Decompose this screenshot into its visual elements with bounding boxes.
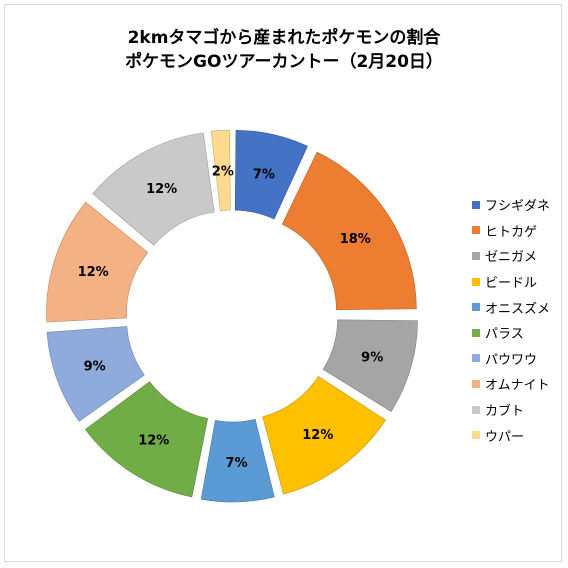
slice-label-4: 7% (226, 456, 248, 471)
legend-label: フシギダネ (485, 199, 551, 215)
legend-item: ヒトカゲ (472, 218, 550, 244)
slice-label-6: 9% (84, 359, 106, 374)
slice-3 (262, 375, 386, 495)
legend-swatch (472, 200, 480, 209)
legend-item: オニスズメ (472, 294, 550, 320)
chart-title-line-2: ポケモンGOツアーカントー（2月20日） (125, 52, 443, 72)
legend-item: ビードル (472, 269, 550, 295)
legend-swatch (472, 405, 480, 414)
legend-item: フシギダネ (472, 192, 550, 218)
slice-8 (92, 132, 215, 246)
slice-label-7: 12% (78, 265, 109, 280)
legend-item: カブト (472, 397, 550, 423)
legend-label: オムナイト (485, 378, 550, 394)
slice-label-3: 12% (302, 428, 333, 443)
legend-label: パウワウ (485, 352, 538, 368)
legend-swatch (472, 354, 480, 363)
slice-1 (281, 151, 417, 310)
legend-swatch (472, 328, 480, 337)
legend-swatch (472, 431, 480, 440)
slice-4 (200, 418, 275, 503)
chart-frame (4, 4, 562, 562)
slice-label-5: 12% (138, 433, 169, 448)
legend-label: カブト (485, 404, 525, 420)
legend-label: ウパー (485, 429, 525, 445)
legend-label: オニスズメ (485, 301, 551, 317)
slice-label-8: 12% (146, 182, 177, 197)
slice-label-0: 7% (253, 168, 275, 183)
slice-6 (46, 326, 145, 422)
legend-swatch (472, 277, 480, 286)
chart-title: 2kmタマゴから産まれたポケモンの割合 ポケモンGOツアーカントー（2月20日） (0, 26, 568, 74)
slice-label-1: 18% (340, 232, 371, 247)
legend: フシギダネヒトカゲゼニガメビードルオニスズメパラスパウワウオムナイトカブトウパー (472, 192, 550, 448)
slice-9 (210, 129, 231, 211)
legend-label: ヒトカゲ (485, 224, 538, 240)
legend-swatch (472, 379, 480, 388)
chart-title-line-1: 2kmタマゴから産まれたポケモンの割合 (127, 28, 441, 48)
legend-label: ビードル (485, 276, 538, 292)
legend-label: パラス (485, 327, 524, 343)
legend-label: ゼニガメ (485, 250, 538, 266)
legend-swatch (472, 226, 480, 235)
slice-0 (234, 129, 308, 220)
legend-item: ゼニガメ (472, 243, 550, 269)
legend-item: オムナイト (472, 371, 550, 397)
slice-label-9: 2% (212, 164, 234, 179)
legend-swatch (472, 303, 480, 312)
slice-7 (46, 201, 149, 323)
legend-item: パウワウ (472, 346, 550, 372)
slice-label-2: 9% (361, 351, 383, 366)
slice-5 (84, 381, 209, 498)
slice-2 (322, 319, 418, 412)
legend-item: ウパー (472, 422, 550, 448)
legend-swatch (472, 251, 480, 260)
legend-item: パラス (472, 320, 550, 346)
